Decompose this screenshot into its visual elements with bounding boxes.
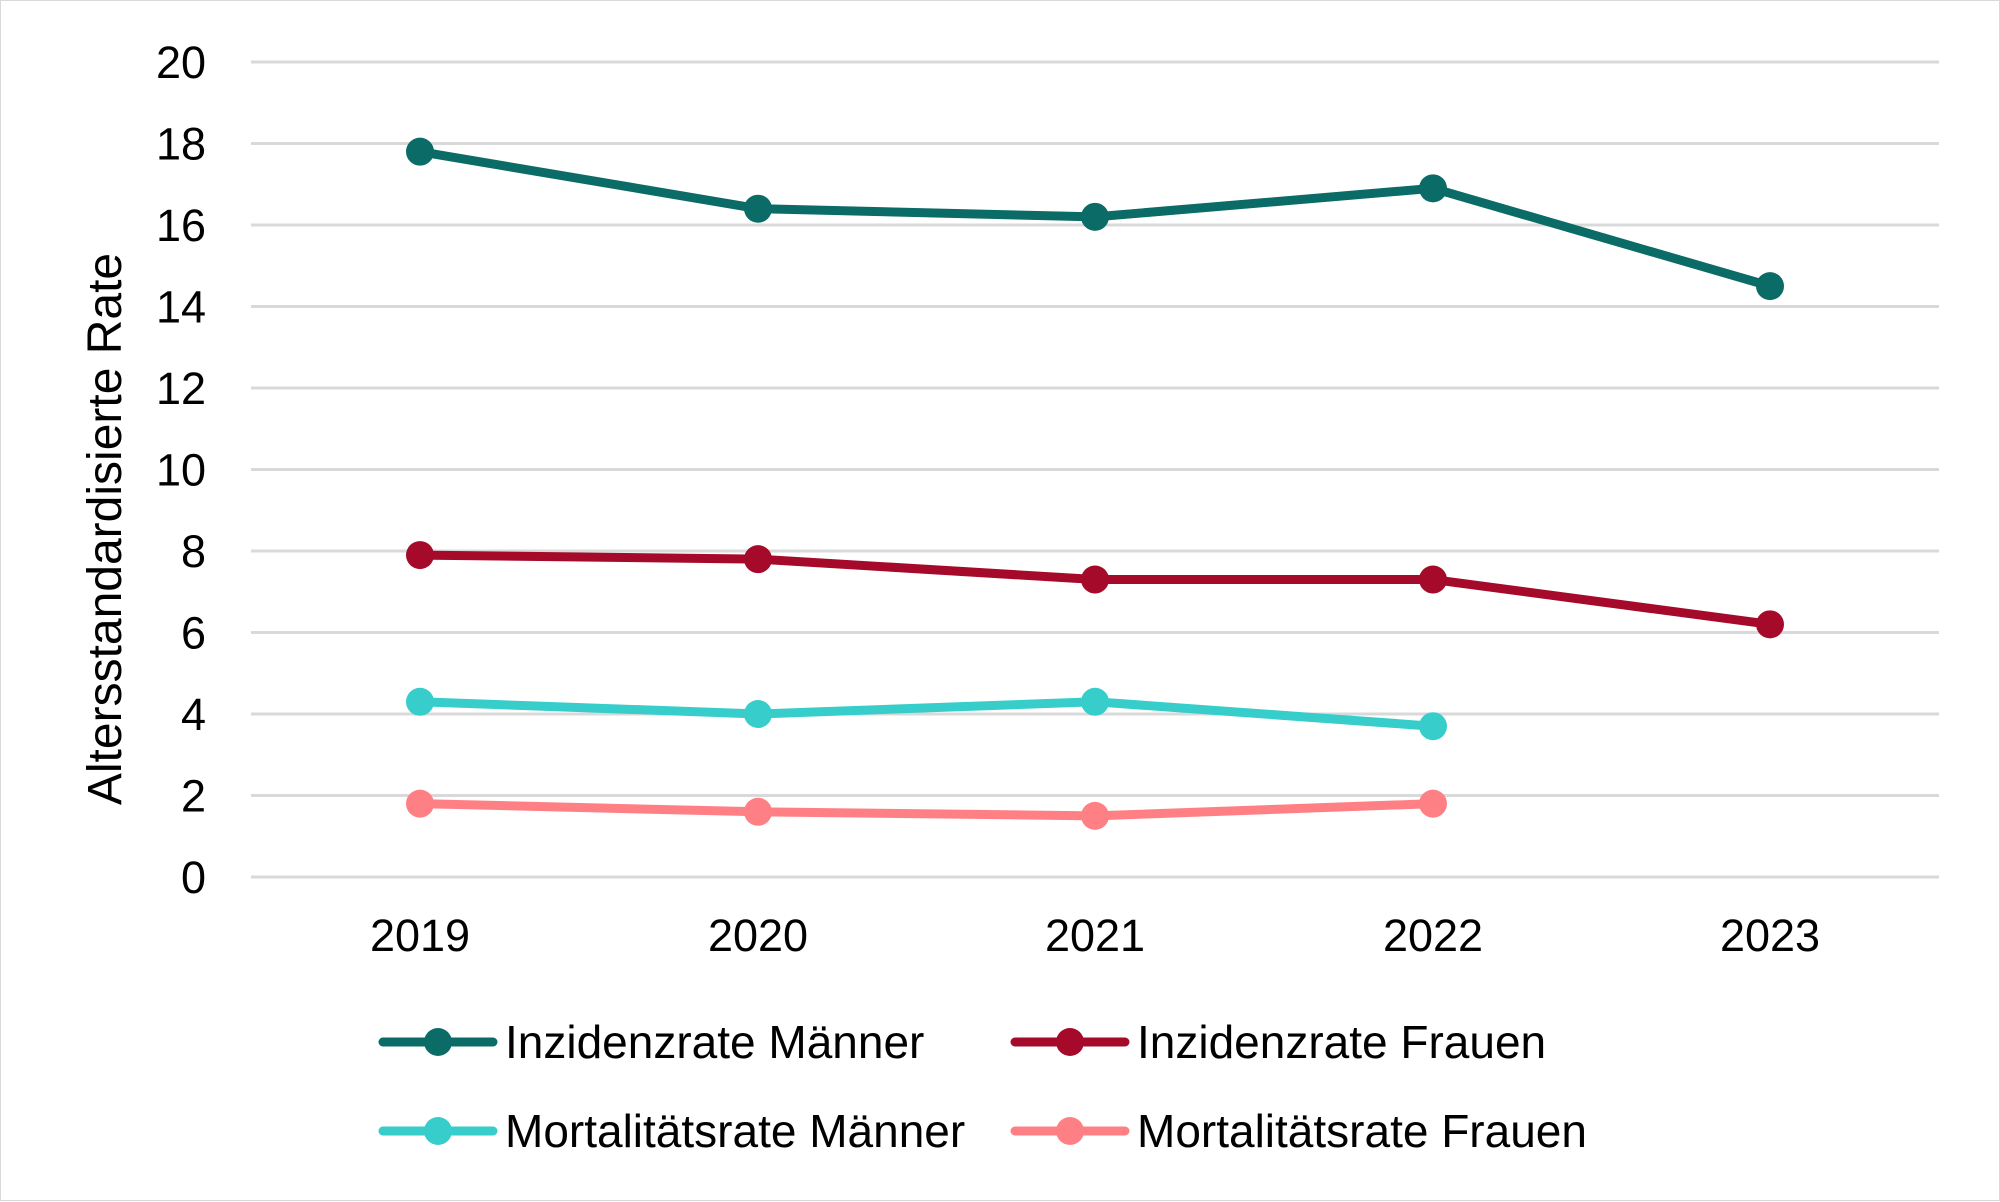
y-tick-label: 10 (156, 445, 206, 496)
data-point (1756, 610, 1784, 639)
data-point (1419, 712, 1447, 741)
data-point (406, 137, 434, 166)
y-tick-label: 14 (156, 282, 206, 333)
legend-label: Mortalitätsrate Männer (505, 1105, 965, 1157)
y-tick-label: 16 (156, 200, 206, 251)
y-tick-label: 2 (181, 771, 206, 822)
series-line (415, 697, 1438, 731)
y-tick-label: 8 (181, 526, 206, 577)
y-tick-label: 20 (156, 37, 206, 88)
data-point (744, 797, 772, 826)
y-axis-ticks: 0 2 4 6 8 10 12 14 16 18 20 (156, 37, 206, 903)
data-point (1081, 801, 1109, 830)
y-tick-label: 0 (181, 852, 206, 903)
legend-swatch-marker (424, 1117, 452, 1145)
data-point (406, 789, 434, 818)
legend-label: Inzidenzrate Frauen (1137, 1016, 1546, 1068)
series-1 (406, 137, 1784, 301)
x-tick-label: 2022 (1383, 910, 1483, 961)
x-tick-label: 2020 (708, 910, 808, 961)
legend-item: Inzidenzrate Männer (378, 1016, 924, 1068)
legend-label: Mortalitätsrate Frauen (1137, 1105, 1587, 1157)
data-point (406, 541, 434, 570)
legend-item: Mortalitätsrate Männer (378, 1105, 965, 1157)
legend-item: Mortalitätsrate Frauen (1010, 1105, 1587, 1157)
y-tick-label: 12 (156, 363, 206, 414)
data-point (1081, 202, 1109, 231)
legend-item: Inzidenzrate Frauen (1010, 1016, 1546, 1068)
series-3 (406, 687, 1447, 741)
x-tick-label: 2023 (1720, 910, 1820, 961)
series-2 (406, 541, 1784, 639)
legend-swatch-marker (424, 1028, 452, 1056)
data-point (1419, 789, 1447, 818)
x-tick-label: 2019 (370, 910, 470, 961)
data-point (1419, 565, 1447, 594)
data-point (1756, 272, 1784, 301)
data-point (1419, 174, 1447, 203)
series-4 (406, 789, 1447, 830)
legend-swatch-marker (1056, 1028, 1084, 1056)
y-tick-label: 18 (156, 119, 206, 170)
x-axis-ticks: 2019 2020 2021 2022 2023 (370, 910, 1820, 961)
x-tick-label: 2021 (1045, 910, 1145, 961)
data-point (744, 194, 772, 223)
legend-swatch-marker (1056, 1117, 1084, 1145)
y-tick-label: 6 (181, 608, 206, 659)
y-axis-title: Altersstandardisierte Rate (79, 253, 132, 805)
data-point (1081, 687, 1109, 716)
legend-label: Inzidenzrate Männer (505, 1016, 924, 1068)
data-point (744, 700, 772, 728)
gridlines (251, 60, 1939, 879)
data-point (1081, 565, 1109, 594)
y-tick-label: 4 (181, 689, 206, 740)
series-line (415, 799, 1438, 821)
legend: Inzidenzrate Männer Inzidenzrate Frauen Mo… (378, 1016, 1587, 1157)
series-lines (406, 137, 1784, 830)
data-point (744, 545, 772, 574)
data-point (406, 687, 434, 716)
